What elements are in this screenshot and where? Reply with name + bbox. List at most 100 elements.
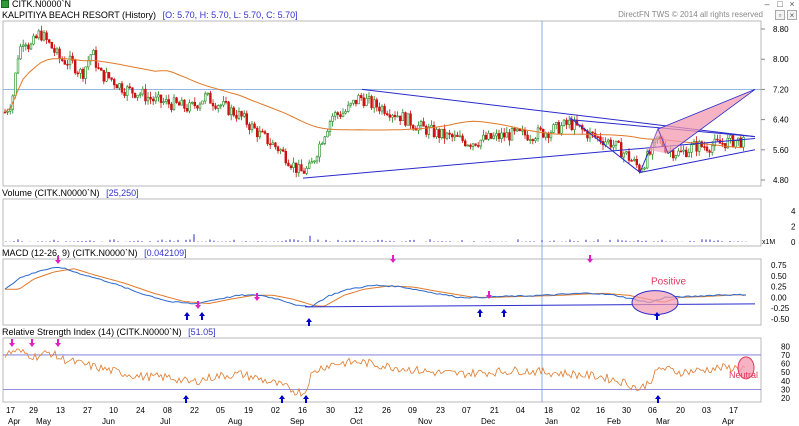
macd-highlight-ellipse — [631, 290, 679, 316]
candle-body — [217, 105, 220, 109]
macd-trendline — [304, 303, 756, 308]
candle-body — [209, 92, 212, 104]
candle-body — [300, 164, 303, 172]
candle-body — [19, 46, 22, 60]
maximize-icon[interactable]: □ — [777, 0, 783, 9]
candle-body — [110, 77, 113, 80]
candle-body — [53, 47, 56, 53]
x-axis-day-label: 18 — [544, 406, 553, 415]
candle-body — [362, 97, 365, 107]
candle-body — [250, 123, 254, 130]
candle-body — [34, 35, 38, 39]
macd-y-tick-label: -0.50 — [771, 315, 790, 324]
x-axis-day-label: 19 — [244, 406, 253, 415]
candle-body — [66, 63, 69, 66]
buy-arrow-icon — [184, 312, 190, 320]
candle-body — [697, 141, 701, 152]
macd-readout: [0.042109] — [144, 248, 187, 258]
candle-body — [729, 135, 732, 139]
x-axis-day-label: 12 — [354, 406, 363, 415]
candle-body — [380, 105, 384, 112]
candle-body — [32, 35, 35, 45]
candle-body — [435, 129, 438, 138]
candle-body — [227, 101, 230, 116]
candle-body — [518, 128, 522, 132]
candle-body — [97, 67, 100, 69]
buy-arrow-icon — [655, 395, 661, 403]
candle-body — [352, 99, 355, 104]
candle-body — [502, 132, 506, 138]
x-axis-day-label: 30 — [326, 406, 335, 415]
x-axis-day-label: 17 — [6, 406, 15, 415]
candle-body — [172, 97, 176, 111]
candle-body — [115, 84, 119, 89]
macd-annotation-positive: Positive — [651, 276, 686, 287]
volume-y-tick-label: 0 — [791, 238, 796, 247]
close-icon[interactable]: × — [789, 0, 795, 9]
x-axis-month-label: Dec — [481, 417, 495, 426]
candle-body — [534, 138, 537, 142]
sell-arrow-icon — [29, 339, 35, 347]
candle-body — [258, 130, 261, 138]
candle-body — [731, 135, 735, 148]
rsi-pane-title: Relative Strength Index (14) (CITK.N0000… — [2, 327, 182, 337]
candle-body — [40, 30, 43, 41]
candle-body — [466, 144, 469, 147]
candle-body — [193, 101, 196, 107]
macd-line — [4, 267, 747, 308]
candle-body — [263, 131, 267, 134]
candle-body — [500, 132, 503, 139]
candle-body — [133, 92, 137, 98]
candle-body — [635, 159, 639, 166]
candle-body — [102, 70, 106, 82]
candle-body — [690, 144, 693, 153]
pane-restore-icon[interactable]: ▫ — [775, 10, 785, 20]
candle-body — [424, 126, 428, 135]
rsi-readout: [51.05] — [188, 327, 216, 337]
candle-body — [92, 50, 95, 56]
candle-body — [214, 105, 217, 109]
candle-body — [422, 121, 425, 127]
candle-body — [445, 132, 449, 139]
rsi-y-tick-label: 20 — [781, 394, 790, 403]
candle-body — [450, 134, 454, 138]
candle-body — [274, 142, 277, 148]
price-pane-title: KALPITIYA BEACH RESORT (History) — [2, 10, 157, 20]
candle-body — [560, 125, 563, 134]
x-axis-day-label: 03 — [702, 406, 711, 415]
candle-body — [245, 113, 248, 125]
candle-body — [81, 69, 85, 79]
candle-body — [536, 127, 540, 140]
x-axis-month-label: Apr — [722, 417, 735, 426]
x-axis-month-label: Feb — [607, 417, 621, 426]
candle-body — [331, 115, 334, 122]
candle-body — [297, 164, 300, 173]
candle-body — [346, 104, 350, 112]
pane-close-icon[interactable]: × — [787, 10, 797, 20]
minimize-icon[interactable]: – — [764, 0, 770, 9]
volume-readout: [25,250] — [106, 188, 139, 198]
candle-body — [21, 44, 25, 47]
candle-body — [674, 155, 678, 159]
candle-body — [716, 138, 719, 141]
candle-body — [508, 132, 511, 141]
buy-arrow-icon — [303, 395, 309, 403]
candle-body — [703, 146, 706, 148]
candle-body — [523, 129, 527, 136]
candle-body — [188, 102, 191, 112]
candle-body — [726, 138, 730, 149]
sell-arrow-icon — [55, 339, 61, 347]
price-ohlc-readout: [O: 5.70, H: 5.70, L: 5.70, C: 5.70] — [162, 10, 298, 20]
candle-body — [302, 170, 306, 174]
candle-body — [630, 160, 633, 162]
candle-body — [139, 93, 142, 96]
candle-body — [489, 133, 493, 139]
buy-arrow-icon — [306, 318, 312, 326]
x-axis-day-label: 17 — [729, 406, 738, 415]
candle-body — [432, 124, 436, 138]
candle-body — [609, 139, 613, 148]
candle-body — [365, 98, 368, 107]
price-pane-header: KALPITIYA BEACH RESORT (History) [O: 5.7… — [0, 9, 298, 21]
candle-body — [27, 44, 30, 50]
